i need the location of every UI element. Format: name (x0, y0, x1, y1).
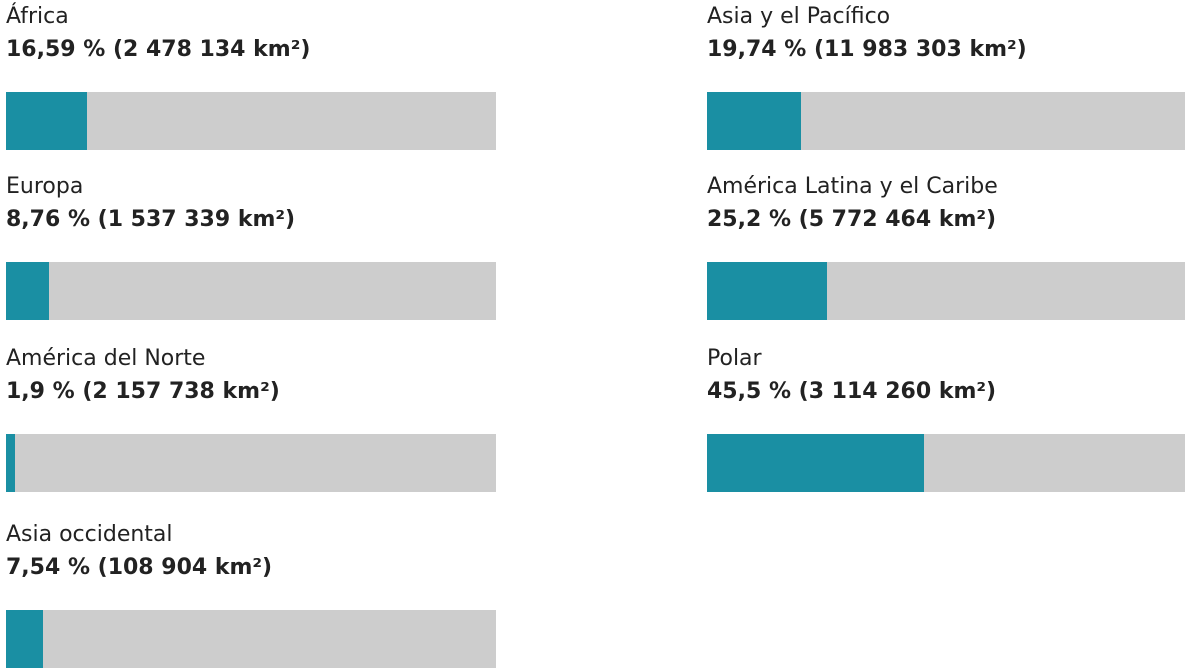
item-value-label: 45,5 % (3 114 260 km²) (707, 379, 997, 404)
bar-fill (707, 92, 802, 150)
bar-track (707, 262, 1185, 320)
bar-track (707, 434, 1185, 492)
item-name: Polar (707, 346, 762, 371)
item-name: América Latina y el Caribe (707, 174, 998, 199)
bar-fill (6, 262, 49, 320)
bar-track (707, 92, 1185, 150)
bar-fill (6, 92, 88, 150)
bar-fill (707, 262, 828, 320)
bar-track (6, 434, 496, 492)
item-value-label: 25,2 % (5 772 464 km²) (707, 207, 997, 232)
item-name: Asia y el Pacífico (707, 4, 891, 29)
item-value-label: 16,59 % (2 478 134 km²) (6, 37, 311, 62)
item-value-label: 7,54 % (108 904 km²) (6, 555, 273, 580)
bar-fill (6, 610, 43, 668)
item-name: África (6, 4, 69, 29)
item-name: Asia occidental (6, 522, 173, 547)
item-value-label: 8,76 % (1 537 339 km²) (6, 207, 296, 232)
bar-fill (707, 434, 925, 492)
bar-fill (6, 434, 16, 492)
item-value-label: 19,74 % (11 983 303 km²) (707, 37, 1027, 62)
bar-track (6, 262, 496, 320)
item-name: América del Norte (6, 346, 206, 371)
bar-track (6, 92, 496, 150)
bar-track (6, 610, 496, 668)
item-value-label: 1,9 % (2 157 738 km²) (6, 379, 280, 404)
item-name: Europa (6, 174, 84, 199)
